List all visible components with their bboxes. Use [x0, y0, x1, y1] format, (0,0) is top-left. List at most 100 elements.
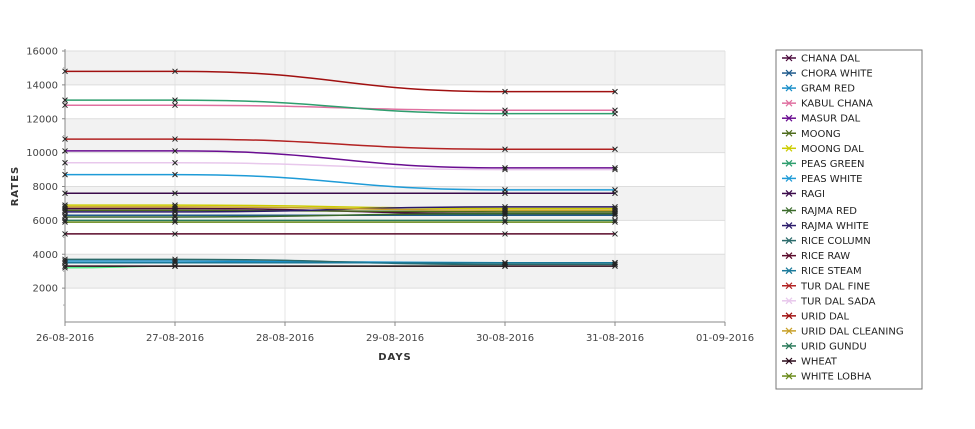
series-peas-green-point	[172, 97, 178, 103]
legend-kabul-chana-marker	[785, 99, 793, 107]
legend-rice-raw-marker	[785, 252, 793, 260]
legend-tur-dal-fine-marker	[785, 282, 793, 290]
y-tick-label: 8000	[33, 182, 58, 193]
series-tur-dal-fine-point	[502, 146, 508, 153]
series-white-lobha-point	[612, 219, 618, 225]
series-moong-dal-point	[612, 205, 618, 212]
y-tick-label: 10000	[26, 148, 58, 159]
legend-chora-white-label: CHORA WHITE	[801, 69, 873, 80]
series-tur-dal-fine-line	[65, 138, 615, 150]
series-white-lobha-point	[502, 219, 508, 225]
series-urid-gundu-point	[502, 217, 508, 224]
legend-urid-gundu-label: URID GUNDU	[801, 341, 867, 352]
y-axis-ticks: 2000 4000 6000 8000 10000 12000 14000 16000	[26, 47, 65, 306]
legend-urid-dal-cleaning-label: URID DAL CLEANING	[801, 326, 904, 337]
series-moong-dal-point	[172, 202, 178, 208]
legend-box	[775, 49, 923, 390]
x-tick-label: 30-08-2016	[476, 333, 534, 344]
legend-peas-green-marker	[785, 159, 793, 167]
series-tur-dal-fine-point	[62, 136, 68, 142]
series-moong-dal-point	[502, 205, 508, 212]
y-tick-label: 12000	[26, 114, 58, 125]
legend-moong-dal-label: MOONG DAL	[801, 144, 864, 155]
legend-tur-dal-fine-label: TUR DAL FINE	[800, 281, 870, 292]
legend-moong-dal-marker	[785, 144, 793, 152]
series-peas-white-point	[62, 171, 68, 178]
legend-peas-green-label: PEAS GREEN	[801, 159, 865, 170]
series-rajma-white-line	[64, 206, 615, 213]
series-kabul-chana-point	[172, 102, 178, 109]
y-tick-label: 6000	[33, 216, 58, 227]
legend-ragi-marker	[785, 190, 793, 197]
series-urid-gundu-point	[172, 217, 178, 224]
x-tick-label: 01-09-2016	[696, 333, 754, 344]
grid-bands	[64, 50, 726, 322]
series-rajma-red-line	[65, 212, 615, 218]
series-moong-dal-line	[65, 204, 615, 210]
legend-urid-dal-cleaning-marker	[785, 327, 793, 335]
series-masur-dal-point	[612, 165, 618, 171]
series-masur-dal-point	[172, 148, 178, 154]
series-rice-raw-point	[62, 231, 68, 237]
series-wheat-point	[172, 263, 178, 269]
series-rice-column-point	[612, 261, 618, 268]
series-peas-white-point	[172, 171, 178, 178]
legend-rice-raw-label: RICE RAW	[801, 251, 850, 262]
series-ragi-point	[502, 190, 508, 197]
legend-rice-steam-label: RICE STEAM	[801, 266, 862, 277]
series-urid-dal-point	[172, 68, 178, 75]
legend-urid-dal-label: URID DAL	[801, 311, 849, 322]
series-markers	[62, 68, 618, 271]
legend-chana-dal-marker	[785, 54, 793, 62]
y-tick-label: 16000	[26, 47, 58, 58]
y-axis-title: RATES	[10, 166, 21, 207]
series-masur-dal-line	[64, 150, 615, 169]
legend-tur-dal-sada-marker	[785, 297, 793, 305]
legend-masur-dal-marker	[785, 114, 793, 122]
legend-masur-dal-label: MASUR DAL	[801, 114, 861, 125]
y-tick-label: 14000	[26, 80, 58, 91]
legend-peas-white-marker	[785, 174, 793, 182]
legend-tur-dal-sada-label: TUR DAL SADA	[800, 296, 876, 307]
series-rajma-white-point	[62, 209, 68, 215]
series-tur-dal-fine-point	[172, 136, 178, 142]
series-tur-dal-sada-point	[62, 159, 68, 166]
legend-white-lobha-label: WHITE LOBHA	[801, 372, 871, 383]
series-urid-dal-cleaning-point	[612, 207, 618, 214]
series-urid-gundu-point	[62, 217, 68, 224]
legend-white-lobha-marker	[785, 372, 793, 380]
x-axis-ticks: 26-08-2016 27-08-2016 28-08-2016 29-08-2016…	[36, 322, 754, 344]
series-rajma-white-point	[172, 209, 178, 215]
series-urid-dal-point	[62, 68, 68, 75]
series-ragi-point	[172, 190, 178, 197]
series-moong-line	[65, 209, 615, 213]
series-gram-red-point	[62, 258, 68, 264]
series-masur-dal-point	[502, 165, 508, 171]
series-ragi-point	[62, 190, 68, 197]
series-wheat-point	[502, 263, 508, 269]
legend-rice-column-marker	[785, 237, 793, 245]
legend-rice-column-label: RICE COLUMN	[801, 236, 871, 247]
series-rice-raw-point	[172, 231, 178, 237]
legend-chora-white-marker	[785, 69, 793, 77]
series-peas-green-point	[612, 110, 618, 117]
unlabeled-series-point	[62, 264, 68, 271]
legend-urid-dal-marker	[785, 312, 793, 320]
series-urid-dal-point	[502, 88, 508, 95]
legend-rajma-white-label: RAJMA WHITE	[801, 221, 869, 232]
series-peas-green-point	[502, 110, 508, 117]
series-urid-dal-line	[65, 70, 615, 93]
legend-wheat-marker	[785, 357, 793, 365]
legend: CHANA DAL CHORA WHITE GRAM RED KABUL CHANA M…	[775, 49, 923, 390]
legend-kabul-chana-label: KABUL CHANA	[801, 99, 873, 110]
legend-peas-white-label: PEAS WHITE	[801, 174, 863, 185]
series-peas-white-line	[65, 173, 616, 191]
series-gram-red-point	[172, 258, 178, 264]
series-urid-dal-point	[612, 88, 618, 95]
series-urid-dal-cleaning-point	[502, 207, 508, 214]
series-tur-dal-sada-point	[612, 166, 618, 173]
series-lines	[64, 70, 616, 269]
x-tick-label: 29-08-2016	[366, 333, 424, 344]
series-kabul-chana-point	[62, 102, 68, 109]
